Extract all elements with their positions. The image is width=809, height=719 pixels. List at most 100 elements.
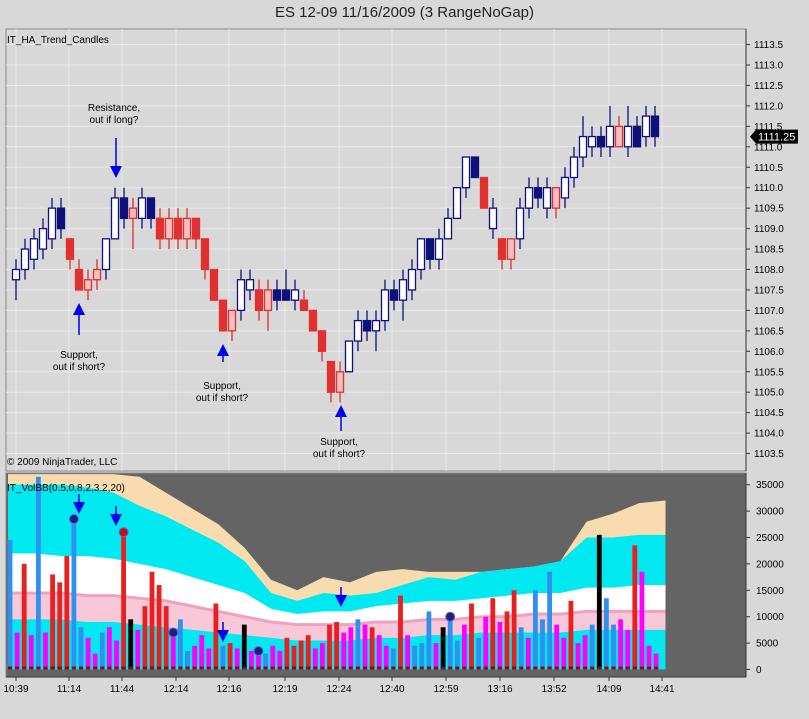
volume-bar [568, 600, 574, 670]
candle-body [146, 197, 156, 220]
candle-body [632, 125, 642, 148]
volume-bar [476, 637, 481, 670]
candle-body [218, 299, 228, 332]
volume-bar [334, 621, 339, 670]
volume-bar [589, 624, 595, 670]
volume-bar [227, 643, 233, 670]
volume-bar [462, 624, 467, 670]
candle-body [362, 319, 372, 332]
price-axis-label: 1111.5 [754, 122, 783, 133]
candle-body [461, 156, 471, 189]
volume-indicator-label: IT_VolBB(0.5,0,8,2,3.2,20) [7, 483, 125, 494]
volume-bar [142, 606, 148, 670]
volume-baseline-marker [135, 666, 140, 670]
x-axis-label: 12:40 [379, 684, 404, 695]
candle-body [650, 115, 660, 138]
volume-bar [149, 571, 155, 670]
volume-bar [170, 632, 176, 670]
annotation-note: Support, out if short? [52, 350, 106, 373]
volume-baseline-marker [306, 666, 311, 670]
volume-baseline-marker [242, 666, 247, 670]
volume-baseline-marker [313, 666, 318, 670]
volume-bar [596, 534, 602, 670]
annotation-note: Support, out if short? [195, 381, 249, 404]
volume-baseline-marker [604, 666, 609, 670]
volume-baseline-marker [419, 666, 424, 670]
volume-baseline-marker [206, 666, 211, 670]
candle-body [353, 319, 363, 342]
candle-body [335, 371, 345, 393]
x-axis-label: 12:24 [326, 684, 351, 695]
volume-baseline-marker [434, 666, 438, 670]
volume-baseline-marker [618, 666, 623, 670]
candle-body [119, 197, 129, 220]
volume-baseline-marker [185, 666, 190, 670]
annotation-note: Support, out if short? [312, 437, 366, 460]
price-axis-label: 1107.0 [754, 306, 784, 317]
volume-baseline-marker [391, 666, 396, 670]
volume-baseline-marker [121, 666, 126, 670]
volume-bar [369, 627, 375, 670]
price-axis-label: 1113.5 [754, 40, 784, 51]
volume-bar [163, 606, 169, 670]
volume-bar [121, 532, 126, 670]
volume-baseline-marker [483, 666, 488, 670]
volume-axis-label: 5000 [756, 639, 779, 650]
volume-bar [575, 643, 581, 670]
volume-bar [497, 621, 503, 670]
arrow-down-icon [110, 166, 122, 178]
volume-bar [249, 651, 254, 670]
arrow-down-icon [217, 630, 229, 642]
volume-bar [114, 640, 119, 670]
volume-bar [426, 611, 432, 670]
candle-body [11, 268, 21, 281]
arrow-down-icon [73, 502, 85, 514]
volume-baseline-marker [370, 666, 375, 670]
volume-baseline-marker [86, 666, 91, 670]
volume-bar [391, 648, 396, 670]
candle-body [92, 268, 102, 281]
volume-axis-label: 35000 [756, 480, 784, 491]
x-axis-label: 12:19 [272, 684, 297, 695]
volume-bar [206, 648, 212, 670]
candle-body [308, 309, 318, 332]
candle-body [623, 125, 633, 148]
candle-body [452, 187, 462, 220]
volume-bars [7, 476, 659, 670]
volume-baseline-marker [199, 666, 204, 670]
chart-title: ES 12-09 11/16/2009 (3 RangeNoGap) [274, 4, 535, 21]
volume-bar [561, 637, 567, 670]
volume-bar [398, 595, 403, 670]
volume-baseline-marker [284, 666, 289, 670]
arrow-down-icon [110, 514, 122, 526]
price-axis-label: 1105.5 [754, 367, 784, 378]
price-axis-label: 1110.5 [754, 163, 784, 174]
price-axis-label: 1103.5 [754, 449, 784, 460]
volume-bar [540, 619, 545, 670]
x-axis-label: 13:52 [541, 684, 566, 695]
volume-baseline-marker [377, 666, 382, 670]
volume-axis-label: 20000 [756, 559, 784, 570]
volume-baseline-marker [568, 666, 573, 670]
volume-bar [178, 619, 183, 670]
candle-body [524, 187, 534, 209]
candle-body [425, 238, 435, 260]
candle-body [515, 207, 525, 240]
volume-bar [469, 603, 474, 670]
volume-baseline-marker [469, 666, 474, 670]
candle-body [578, 135, 588, 158]
volume-bar [7, 540, 13, 670]
volume-baseline-marker [71, 666, 76, 670]
volume-bar [525, 637, 531, 670]
volume-baseline-marker [235, 666, 240, 670]
price-axis-label: 1113.0 [754, 61, 784, 72]
volume-baseline-marker [57, 666, 62, 670]
candle-body [299, 299, 309, 312]
volume-bar [78, 627, 84, 670]
volume-bar [57, 582, 63, 670]
volume-axis-label: 0 [756, 665, 762, 676]
volume-bar [213, 603, 219, 670]
volume-baseline-marker [263, 666, 268, 670]
candle-body [74, 268, 84, 291]
